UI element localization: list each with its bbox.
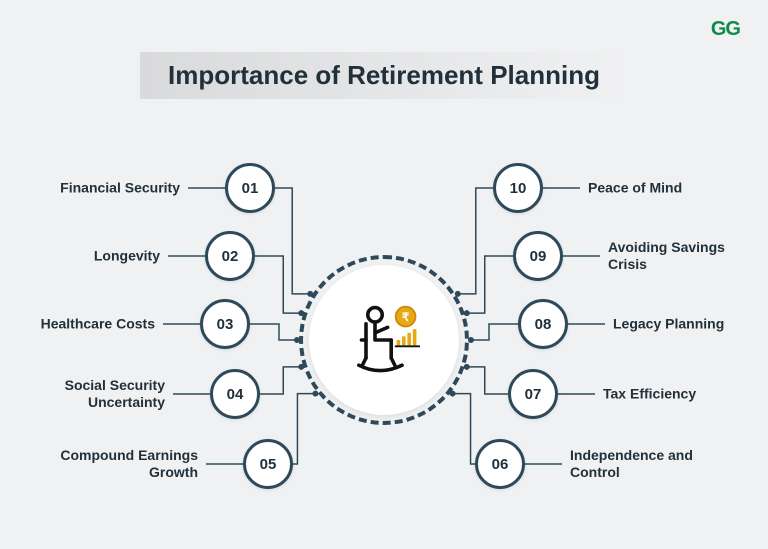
item-label-09: Avoiding Savings Crisis <box>608 239 748 273</box>
item-label-04: Social Security Uncertainty <box>25 377 165 411</box>
item-node-07: 07 <box>508 369 558 419</box>
item-label-06: Independence and Control <box>570 447 710 481</box>
brand-logo: GG <box>711 18 740 41</box>
svg-text:₹: ₹ <box>402 311 410 324</box>
item-label-03: Healthcare Costs <box>41 316 155 333</box>
central-hub: ₹ <box>309 265 459 415</box>
item-node-09: 09 <box>513 231 563 281</box>
item-node-10: 10 <box>493 163 543 213</box>
item-node-05: 05 <box>243 439 293 489</box>
item-node-06: 06 <box>475 439 525 489</box>
item-node-02: 02 <box>205 231 255 281</box>
item-label-07: Tax Efficiency <box>603 386 696 403</box>
item-label-08: Legacy Planning <box>613 316 724 333</box>
item-node-04: 04 <box>210 369 260 419</box>
title-banner: Importance of Retirement Planning <box>140 52 628 99</box>
item-label-02: Longevity <box>94 248 160 265</box>
item-node-08: 08 <box>518 299 568 349</box>
item-node-03: 03 <box>200 299 250 349</box>
retirement-icon: ₹ <box>339 295 429 385</box>
item-label-05: Compound Earnings Growth <box>58 447 198 481</box>
item-label-10: Peace of Mind <box>588 180 682 197</box>
item-node-01: 01 <box>225 163 275 213</box>
item-label-01: Financial Security <box>60 180 180 197</box>
page-title: Importance of Retirement Planning <box>168 60 600 91</box>
